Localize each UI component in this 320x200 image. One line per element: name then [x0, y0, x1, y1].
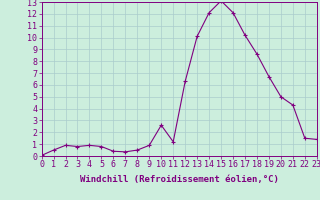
- X-axis label: Windchill (Refroidissement éolien,°C): Windchill (Refroidissement éolien,°C): [80, 175, 279, 184]
